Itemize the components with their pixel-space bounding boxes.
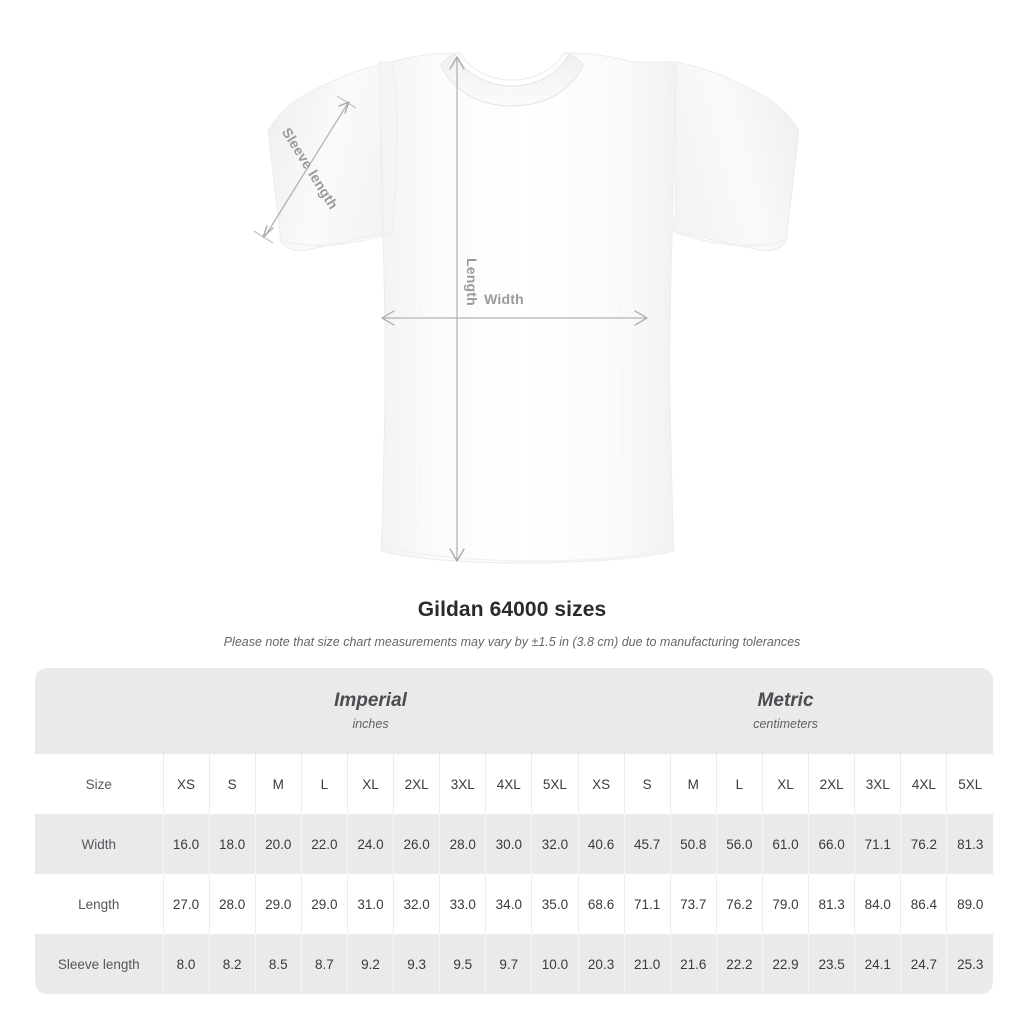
- cell-length-imperial-5xl: 35.0: [531, 874, 579, 934]
- table-row: Sleeve length 8.0 8.2 8.5 8.7 9.2 9.3 9.5 9.7 10.…: [35, 934, 993, 994]
- cell-length-metric-4xl: 86.4: [900, 874, 947, 934]
- cell-sleeve-length-imperial-2xl: 9.3: [393, 934, 440, 994]
- cell-sleeve-length-imperial-m: 8.5: [254, 934, 302, 994]
- cell-width-metric-xl: 61.0: [761, 814, 809, 874]
- unit-banner-imperial: Imperial inches: [163, 668, 579, 754]
- size-header-2xl: 2XL: [393, 754, 440, 814]
- cell-sleeve-length-metric-xl: 22.9: [761, 934, 809, 994]
- cell-sleeve-length-imperial-5xl: 10.0: [531, 934, 579, 994]
- cell-sleeve-length-imperial-s: 8.2: [208, 934, 256, 994]
- cell-sleeve-length-metric-3xl: 24.1: [854, 934, 901, 994]
- cell-length-metric-m: 73.7: [669, 874, 717, 934]
- cell-width-imperial-4xl: 30.0: [485, 814, 532, 874]
- unit-name: Metric: [757, 690, 814, 711]
- cell-length-imperial-xl: 31.0: [346, 874, 394, 934]
- cell-length-metric-5xl: 89.0: [946, 874, 993, 934]
- cell-length-imperial-xs: 27.0: [162, 874, 210, 934]
- row-label-width: Width: [35, 814, 163, 874]
- cell-width-metric-5xl: 81.3: [946, 814, 993, 874]
- unit-subtitle: centimeters: [753, 717, 818, 731]
- size-header-xs: XS: [162, 754, 210, 814]
- measurement-tolerance-note: Please note that size chart measurements…: [223, 635, 801, 649]
- cell-sleeve-length-metric-xs: 20.3: [577, 934, 625, 994]
- unit-banner-metric: Metric centimeters: [578, 668, 993, 754]
- cell-sleeve-length-metric-l: 22.2: [715, 934, 763, 994]
- size-header-xl: XL: [346, 754, 394, 814]
- page-title: Gildan 64000 sizes: [417, 598, 607, 621]
- cell-length-metric-xl: 79.0: [761, 874, 809, 934]
- size-header-2xl: 2XL: [808, 754, 855, 814]
- tshirt-illustration: Length Width Sleeve length: [253, 52, 800, 564]
- cell-width-imperial-m: 20.0: [254, 814, 302, 874]
- cell-sleeve-length-imperial-xl: 9.2: [346, 934, 394, 994]
- cell-width-imperial-xl: 24.0: [346, 814, 394, 874]
- cell-width-metric-2xl: 66.0: [808, 814, 855, 874]
- cell-length-metric-s: 71.1: [623, 874, 671, 934]
- cell-sleeve-length-metric-4xl: 24.7: [900, 934, 947, 994]
- length-label: Length: [464, 258, 480, 306]
- cell-width-imperial-5xl: 32.0: [531, 814, 579, 874]
- size-header-s: S: [208, 754, 256, 814]
- cell-length-imperial-4xl: 34.0: [485, 874, 532, 934]
- cell-width-imperial-2xl: 26.0: [393, 814, 440, 874]
- cell-length-imperial-l: 29.0: [300, 874, 348, 934]
- cell-width-metric-3xl: 71.1: [854, 814, 901, 874]
- size-header-s: S: [623, 754, 671, 814]
- width-dimension: Width: [381, 291, 648, 326]
- cell-length-imperial-m: 29.0: [254, 874, 302, 934]
- cell-length-imperial-3xl: 33.0: [439, 874, 486, 934]
- cell-sleeve-length-imperial-xs: 8.0: [162, 934, 210, 994]
- size-header-xl: XL: [761, 754, 809, 814]
- cell-width-metric-4xl: 76.2: [900, 814, 947, 874]
- cell-sleeve-length-metric-5xl: 25.3: [946, 934, 993, 994]
- row-label-sleeve-length: Sleeve length: [35, 934, 163, 994]
- cell-width-imperial-s: 18.0: [208, 814, 256, 874]
- size-header-5xl: 5XL: [531, 754, 579, 814]
- size-header-4xl: 4XL: [900, 754, 947, 814]
- cell-width-metric-l: 56.0: [715, 814, 763, 874]
- cell-length-imperial-s: 28.0: [208, 874, 256, 934]
- table-row: Length 27.0 28.0 29.0 29.0 31.0 32.0 33.0 34.0 35…: [35, 874, 993, 934]
- cell-width-metric-s: 45.7: [623, 814, 671, 874]
- cell-sleeve-length-metric-s: 21.0: [623, 934, 671, 994]
- cell-length-imperial-2xl: 32.0: [393, 874, 440, 934]
- unit-name: Imperial: [334, 690, 407, 711]
- cell-length-metric-3xl: 84.0: [854, 874, 901, 934]
- cell-width-metric-xs: 40.6: [577, 814, 625, 874]
- size-header-row: Size XS S M L XL 2XL 3XL 4XL 5XL XS S M L XL 2XL 3XL 4XL 5…: [35, 754, 993, 814]
- size-header-3xl: 3XL: [439, 754, 486, 814]
- cell-sleeve-length-imperial-4xl: 9.7: [485, 934, 532, 994]
- unit-subtitle: inches: [352, 717, 389, 731]
- cell-sleeve-length-metric-m: 21.6: [669, 934, 717, 994]
- size-header-l: L: [300, 754, 348, 814]
- cell-length-metric-xs: 68.6: [577, 874, 625, 934]
- chart-heading: Gildan 64000 sizes Please note that size…: [0, 596, 1024, 650]
- cell-width-metric-m: 50.8: [669, 814, 717, 874]
- unit-banner-spacer: [35, 668, 163, 754]
- width-label: Width: [484, 291, 524, 307]
- cell-width-imperial-l: 22.0: [300, 814, 348, 874]
- row-label-length: Length: [35, 874, 163, 934]
- table-row: Width 16.0 18.0 20.0 22.0 24.0 26.0 28.0 30.0 32.…: [35, 814, 993, 874]
- unit-banner-row: Imperial inches Metric centimeters: [35, 668, 993, 754]
- tshirt-shape: [267, 52, 800, 564]
- length-dimension: Length: [449, 56, 480, 562]
- size-chart-table: Imperial inches Metric centimeters Size XS S M L…: [35, 668, 993, 994]
- cell-sleeve-length-metric-2xl: 23.5: [808, 934, 855, 994]
- cell-length-metric-l: 76.2: [715, 874, 763, 934]
- size-header-xs: XS: [577, 754, 625, 814]
- corner-header: Size: [35, 754, 163, 814]
- size-header-l: L: [715, 754, 763, 814]
- size-header-4xl: 4XL: [485, 754, 532, 814]
- size-chart-table-container: Imperial inches Metric centimeters Size XS S M L…: [35, 668, 993, 994]
- cell-sleeve-length-imperial-3xl: 9.5: [439, 934, 486, 994]
- cell-width-imperial-xs: 16.0: [162, 814, 210, 874]
- size-header-5xl: 5XL: [946, 754, 993, 814]
- size-header-3xl: 3XL: [854, 754, 901, 814]
- cell-width-imperial-3xl: 28.0: [439, 814, 486, 874]
- cell-length-metric-2xl: 81.3: [808, 874, 855, 934]
- size-header-m: M: [669, 754, 717, 814]
- cell-sleeve-length-imperial-l: 8.7: [300, 934, 348, 994]
- size-header-m: M: [254, 754, 302, 814]
